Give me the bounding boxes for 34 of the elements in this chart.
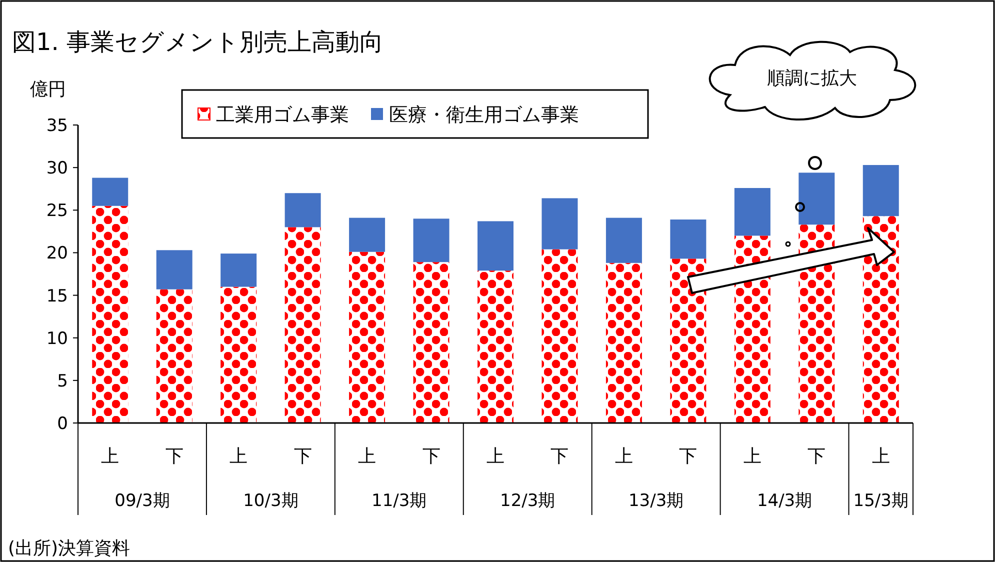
y-axis-title: 億円 [30, 79, 66, 100]
x-tick-label: 上 [486, 446, 504, 467]
x-tick-label: 下 [679, 446, 698, 467]
x-tick-label: 上 [358, 446, 376, 467]
text: 12/3期 [500, 491, 556, 511]
x-tick-label: 上 [101, 446, 120, 467]
y-tick-label: 10 [46, 328, 68, 349]
text: 14/3期 [756, 491, 812, 511]
text: 15/3期 [853, 491, 908, 511]
text: (出所)決算資料 [8, 538, 130, 559]
y-tick-label: 35 [46, 116, 68, 136]
y-tick-label: 15 [46, 286, 68, 306]
text: 13/3期 [628, 491, 684, 511]
text: 09/3期 [114, 491, 170, 511]
y-tick-label: 30 [46, 158, 68, 179]
text: 10/3期 [243, 491, 298, 511]
legend-label: 工業用ゴム事業 [216, 104, 349, 126]
x-tick-label: 上 [743, 446, 762, 467]
x-tick-label: 下 [422, 446, 440, 467]
x-tick-label: 下 [294, 446, 312, 467]
chart-title: 図1. 事業セグメント別売上高動向 [12, 28, 384, 56]
y-tick-label: 25 [46, 201, 68, 222]
x-tick-label: 上 [230, 446, 248, 467]
y-tick-label: 5 [57, 371, 68, 392]
legend-label: 医療・衛生用ゴム事業 [389, 104, 579, 126]
text: 11/3期 [372, 491, 427, 511]
x-tick-label: 上 [872, 446, 890, 467]
x-tick-label: 下 [550, 446, 569, 467]
x-tick-label: 上 [614, 446, 633, 467]
y-tick-label: 20 [46, 244, 68, 264]
y-tick-label: 0 [57, 414, 68, 434]
x-tick-label: 下 [165, 446, 184, 467]
text: 順調に拡大 [767, 68, 857, 89]
x-tick-label: 下 [808, 446, 826, 467]
